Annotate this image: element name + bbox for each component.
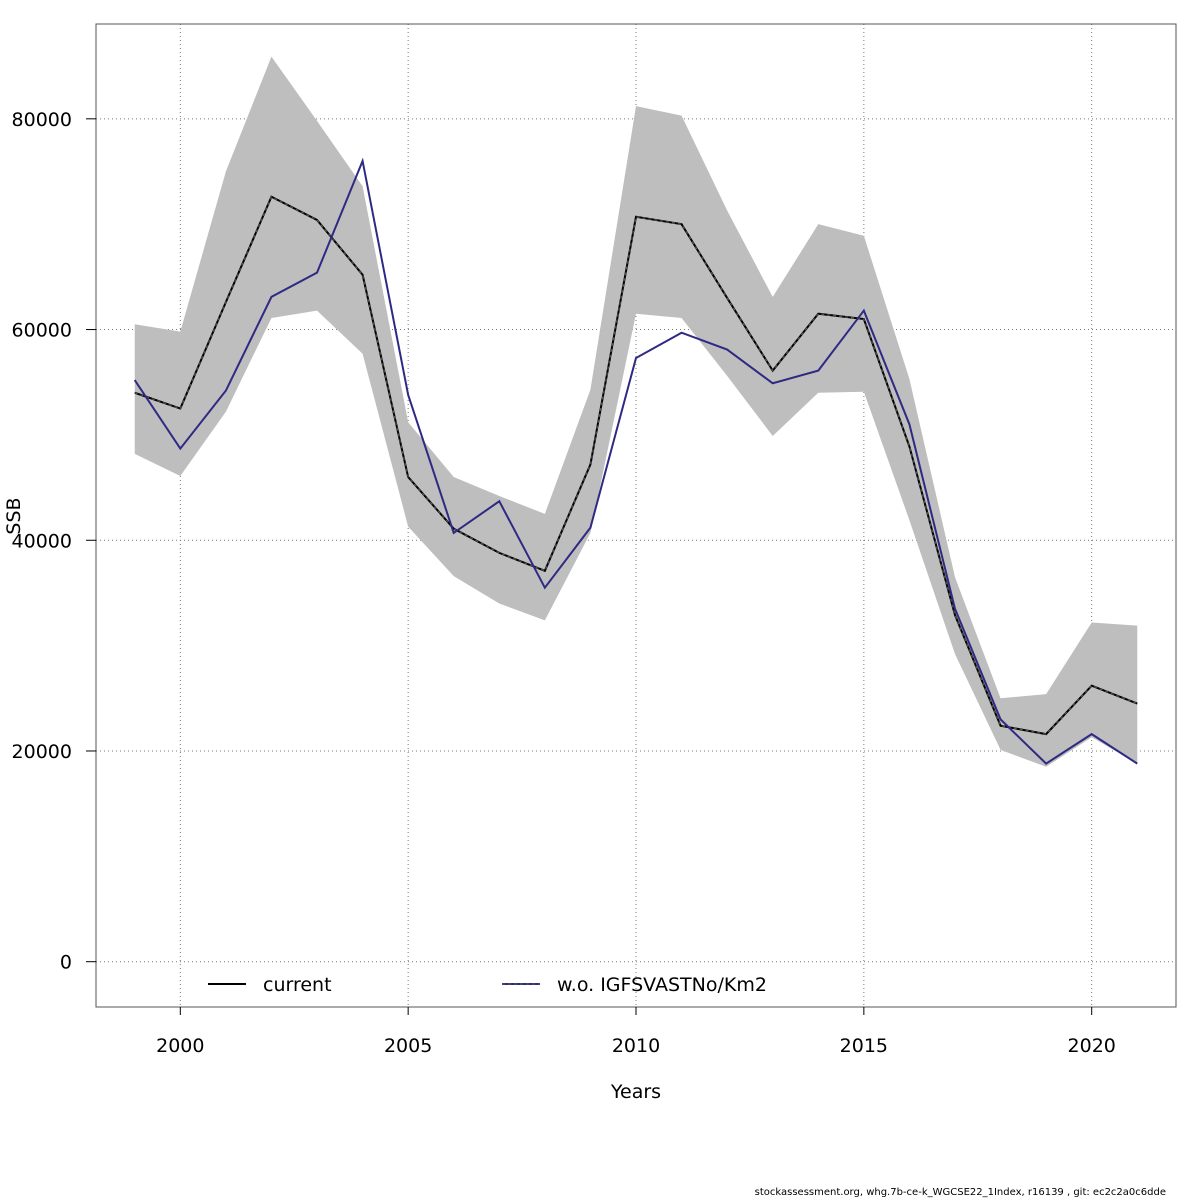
x-tick-label: 2020 xyxy=(1068,1035,1116,1057)
x-tick-label: 2015 xyxy=(840,1035,888,1057)
y-tick-label: 60000 xyxy=(12,320,72,342)
x-axis: 2000 2005 2010 2015 2020 xyxy=(156,1007,1116,1057)
current-line-dash xyxy=(134,195,1138,735)
legend-label-current: current xyxy=(263,974,332,996)
x-tick-label: 2010 xyxy=(612,1035,660,1057)
y-tick-label: 40000 xyxy=(12,530,72,552)
confidence-band xyxy=(134,56,1138,767)
legend: current w.o. IGFSVASTNo/Km2 xyxy=(208,974,767,996)
x-tick-label: 2005 xyxy=(384,1035,432,1057)
x-axis-label: Years xyxy=(610,1081,661,1103)
x-tick-label: 2000 xyxy=(156,1035,204,1057)
footer-source: stockassessment.org, whg.7b-ce-k_WGCSE22… xyxy=(754,1187,1166,1198)
legend-label-alternative: w.o. IGFSVASTNo/Km2 xyxy=(557,974,767,996)
y-tick-label: 20000 xyxy=(12,741,72,763)
y-tick-label: 0 xyxy=(60,952,72,974)
y-axis-label: SSB xyxy=(3,497,25,534)
y-axis: 0 20000 40000 60000 80000 xyxy=(12,109,96,974)
y-tick-label: 80000 xyxy=(12,109,72,131)
alternative-line xyxy=(133,157,1138,765)
